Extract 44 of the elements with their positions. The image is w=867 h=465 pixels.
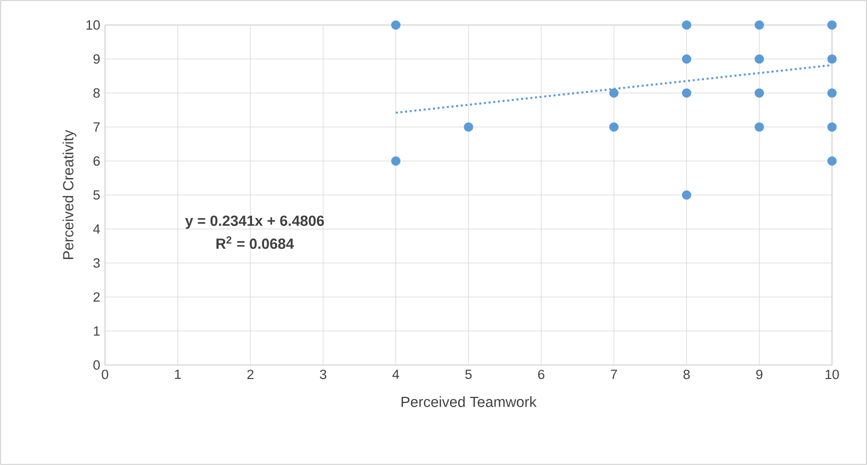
point (682, 54, 692, 64)
y-tick-label: 5 (93, 190, 100, 200)
x-tick-label: 6 (538, 370, 544, 380)
x-tick-label: 7 (610, 370, 617, 379)
x-tick-label: 5 (465, 370, 472, 380)
point (754, 88, 764, 98)
point (391, 156, 400, 166)
annotation: R$^{2}$ = 0.0684 (216, 236, 294, 249)
point (827, 54, 837, 64)
point (391, 20, 400, 30)
y-tick-label: 1 (94, 326, 100, 336)
y-tick-label: 9 (94, 54, 100, 64)
x-tick-label: 4 (392, 370, 400, 379)
y-tick-label: 8 (93, 88, 100, 98)
x-tick-label: 1 (175, 370, 181, 379)
x-tick-label: 3 (320, 370, 326, 380)
x-axis-title: Perceived Teamwork (402, 396, 537, 408)
y-tick-label: 10 (86, 20, 100, 30)
point (464, 122, 474, 132)
x-tick-label: 0 (102, 370, 108, 380)
point (609, 88, 619, 98)
y-axis-title: Perceived Creativity (62, 130, 76, 259)
x-tick-label: 9 (756, 370, 762, 380)
point (682, 190, 692, 200)
point (754, 122, 764, 132)
x-tick-label: 8 (683, 370, 690, 380)
x-tick-label: 2 (247, 370, 254, 380)
x-tick-label: 10 (826, 370, 839, 380)
annotation: y = 0.2341x + 6.4806 (185, 216, 324, 229)
point (827, 88, 837, 98)
point (609, 122, 619, 132)
y-tick-label: 7 (94, 122, 100, 132)
point (682, 20, 692, 30)
y-tick-label: 2 (94, 292, 100, 302)
y-tick-label: 6 (94, 156, 100, 166)
point (754, 54, 764, 64)
point (754, 20, 764, 30)
point (827, 156, 837, 166)
y-tick-label: 3 (93, 258, 100, 268)
point (827, 20, 837, 30)
y-tick-label: 0 (93, 360, 100, 370)
point (682, 88, 692, 98)
point (827, 122, 837, 132)
y-tick-label: 4 (93, 224, 100, 234)
